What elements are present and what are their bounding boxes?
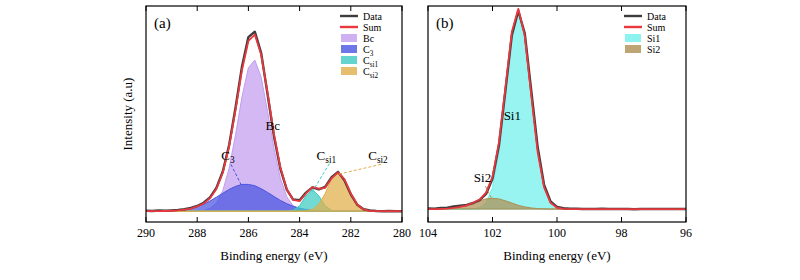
label-leader — [338, 164, 381, 174]
label-leader — [312, 164, 329, 192]
component-area — [146, 172, 402, 211]
y-axis-title: Intensity (a.u) — [120, 78, 135, 151]
plot-area — [428, 9, 686, 209]
label-leader — [231, 164, 242, 186]
x-tick — [428, 217, 429, 222]
x-tick — [557, 217, 558, 222]
component-label: Csi2 — [368, 148, 388, 165]
x-tick-label: 290 — [137, 226, 155, 240]
legend-label: Bc — [363, 33, 375, 44]
x-tick-label: 282 — [342, 226, 360, 240]
component-area — [428, 12, 686, 209]
x-tick-top — [621, 6, 622, 11]
x-tick-top — [350, 6, 351, 11]
legend-label: Si1 — [647, 33, 660, 44]
legend-swatch — [624, 26, 642, 28]
x-tick-label: 104 — [419, 226, 437, 240]
legend-swatch — [341, 45, 357, 53]
legend-label: Sum — [647, 22, 666, 33]
x-tick-top — [686, 6, 687, 11]
plot-frame — [428, 6, 686, 222]
x-axis-title: Binding energy (eV) — [503, 248, 610, 263]
x-tick — [621, 217, 622, 222]
legend-label: Sum — [363, 22, 382, 33]
x-tick-top — [428, 6, 429, 11]
legend-swatch — [341, 67, 357, 75]
component-label: Csi1 — [317, 148, 337, 165]
data-line — [428, 11, 686, 210]
sum-line — [428, 9, 686, 209]
figure: 290 288 286 284 282 280 Binding energy (eV) Int… — [0, 0, 800, 280]
panel-label: (a) — [154, 15, 171, 32]
component-area — [146, 184, 402, 211]
x-tick-label: 96 — [680, 226, 692, 240]
x-tick-label: 100 — [548, 226, 566, 240]
x-tick-top — [402, 6, 403, 11]
x-tick-label: 280 — [393, 226, 411, 240]
legend-label: Csi2 — [363, 66, 378, 80]
legend-label: Si2 — [647, 44, 660, 55]
component-label: C3 — [221, 148, 235, 165]
legend-swatch — [340, 15, 358, 17]
x-tick-label: 286 — [239, 226, 257, 240]
x-tick — [197, 217, 198, 222]
plot-frame — [146, 6, 402, 222]
x-axis-title: Binding energy (eV) — [220, 248, 327, 263]
legend-label: Data — [647, 11, 666, 22]
legend-swatch — [625, 34, 641, 42]
component-label: Si2 — [474, 170, 491, 185]
component-label: Si1 — [504, 108, 521, 123]
x-tick-top — [557, 6, 558, 11]
x-tick — [402, 217, 403, 222]
x-tick — [146, 217, 147, 222]
panel-label: (b) — [436, 15, 454, 32]
x-tick — [686, 217, 687, 222]
legend-swatch — [624, 15, 642, 17]
x-tick — [492, 217, 493, 222]
data-line — [146, 32, 402, 212]
sum-line — [146, 35, 402, 212]
legend-label: Data — [363, 11, 382, 22]
x-tick — [299, 217, 300, 222]
legend-swatch — [625, 45, 641, 53]
plot-area — [146, 32, 402, 212]
x-tick-top — [299, 6, 300, 11]
x-tick-label: 102 — [484, 226, 502, 240]
x-tick — [248, 217, 249, 222]
x-tick-label: 98 — [616, 226, 628, 240]
legend-swatch — [341, 34, 357, 42]
label-leader — [486, 186, 493, 200]
x-tick — [350, 217, 351, 222]
x-tick-label: 288 — [188, 226, 206, 240]
component-label: Bc — [266, 118, 281, 133]
x-tick-top — [248, 6, 249, 11]
legend: DataSumSi1Si2 — [624, 11, 666, 55]
x-tick-label: 284 — [291, 226, 309, 240]
legend-swatch — [340, 26, 358, 28]
x-tick-top — [146, 6, 147, 11]
x-tick-top — [492, 6, 493, 11]
legend-swatch — [341, 56, 357, 64]
x-tick-top — [197, 6, 198, 11]
legend: DataSumBcC3Csi1Csi2 — [340, 11, 382, 80]
